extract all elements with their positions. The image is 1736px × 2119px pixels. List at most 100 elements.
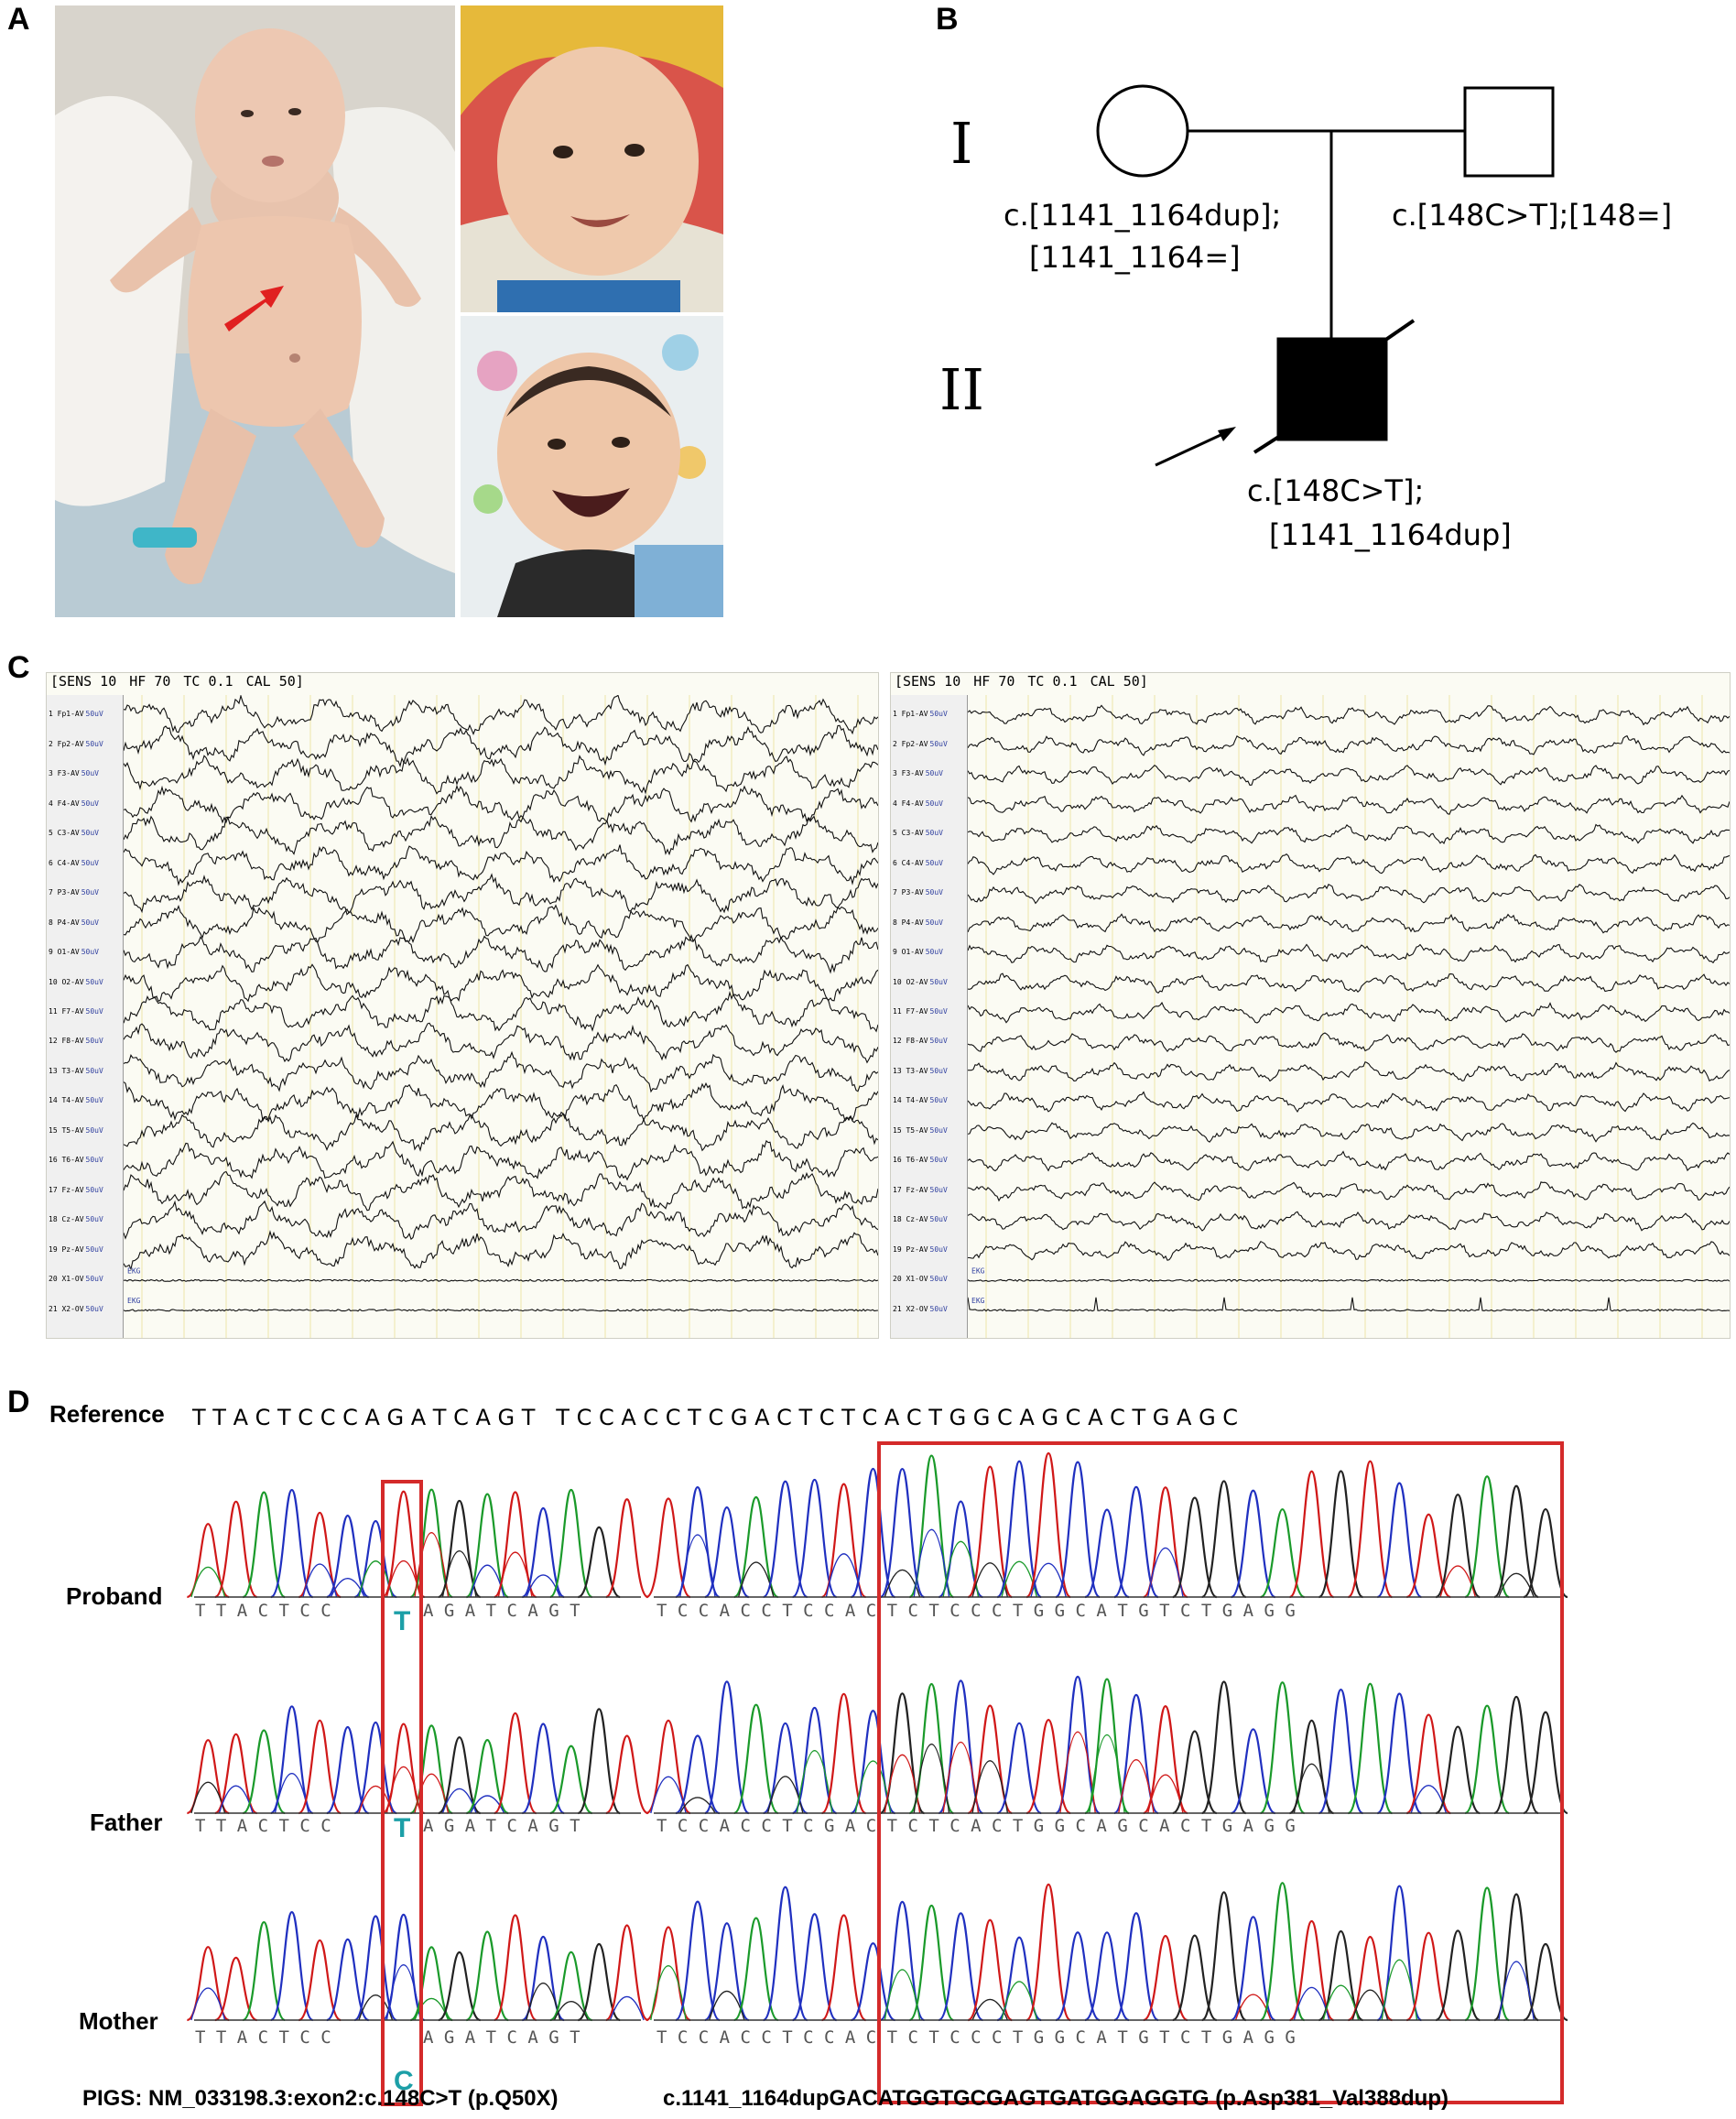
chromatogram-secondary-peak [414, 1773, 450, 1814]
eeg-traces: EKG EKG [124, 695, 878, 1338]
chromatogram-peak [1347, 1682, 1394, 1815]
deceased-slash-top [1383, 319, 1416, 342]
chromatogram-peak [1288, 1470, 1335, 1599]
eeg-trace [124, 1200, 878, 1241]
eeg-channel-label: 19 Pz-AV 50uV [49, 1244, 103, 1254]
chromatogram-peak [792, 1913, 838, 2022]
eeg-channel-label: 2 Fp2-AV 50uV [893, 739, 948, 748]
eeg-channel-label: 18 Cz-AV 50uV [49, 1215, 103, 1224]
chromatogram-peak [494, 1712, 537, 1815]
row-label-mother: Mother [79, 2007, 158, 2035]
eeg-channel-label: 11 F7-AV 50uV [893, 1007, 948, 1016]
eeg-trace [124, 1111, 878, 1152]
eeg-trace [968, 943, 1730, 964]
eeg-trace [968, 1240, 1730, 1261]
eeg-trace [968, 1278, 1730, 1283]
chromatogram-peak [382, 1490, 426, 1599]
eeg-channel-label: 5 C3-AV 50uV [893, 829, 943, 838]
chromatogram-peak [409, 1488, 453, 1599]
eeg-traces: EKG EKG [968, 695, 1730, 1338]
eeg-channel-label: 9 O1-AV 50uV [49, 948, 99, 957]
infant-face-photo-top [461, 5, 723, 312]
chromatogram-peak [675, 1734, 721, 1815]
chromatogram-peak [1113, 1485, 1159, 1599]
eeg-channel-label: 21 X2-OV 50uV [893, 1304, 948, 1313]
chromatogram-peak [1376, 1482, 1422, 1599]
eeg-channel-label: 10 O2-AV 50uV [893, 977, 948, 986]
chromatogram-secondary-peak [1234, 1994, 1272, 2021]
chromatogram-peak [270, 1911, 314, 2022]
chromatogram-peak [521, 1722, 565, 1815]
chromatogram-peak [326, 1725, 370, 1815]
eeg-trace [124, 963, 878, 1003]
chromatogram-peak [821, 1914, 867, 2022]
chromatogram-secondary-peak [1147, 1548, 1184, 1598]
chromatogram-secondary-peak [190, 1987, 226, 2021]
chromatogram-peak [549, 1488, 593, 1599]
chromatogram-peak [1318, 1688, 1364, 1815]
chromatogram-peak [1025, 1719, 1071, 1815]
eeg-trace [968, 1091, 1730, 1114]
eeg-trace [968, 1211, 1730, 1232]
chromatogram-secondary-peak [526, 1574, 561, 1598]
chromatogram-peak [1113, 1912, 1159, 2022]
ekg-label: EKG [127, 1266, 141, 1275]
row-label-proband: Proband [66, 1582, 163, 1610]
eeg-channel-label: 6 C4-AV 50uV [893, 858, 943, 867]
chromatogram-peak [326, 1515, 370, 1599]
chromatogram-peak [1231, 1728, 1276, 1815]
eeg-trace [968, 1032, 1730, 1053]
chromatogram-peak [549, 1951, 593, 2022]
generation-ii-label: II [939, 356, 984, 423]
caption-duplication: c.1141_1164dupGACATGGTGCGAGTGATGGAGGTG (… [663, 2086, 1448, 2111]
chromatogram-secondary-peak [470, 1795, 505, 1814]
eeg-trace [968, 734, 1730, 756]
chromatogram-peak [1172, 1496, 1218, 1599]
chromatogram-peak [1318, 1470, 1364, 1599]
chromatogram-peak [733, 1495, 779, 1599]
chromatogram-peak [879, 1467, 926, 1599]
eeg-trace [968, 973, 1730, 994]
chromatogram-peak [646, 1719, 691, 1815]
chromatogram-peak [438, 1736, 482, 1815]
chromatogram-peak [186, 1739, 230, 1815]
chromatogram-secondary-peak [553, 2001, 589, 2021]
chromatogram-secondary-peak [942, 1540, 980, 1598]
reference-label: Reference [49, 1400, 165, 1428]
reference-sequence: T T A C T C C C A G A T C A G T T C C A … [192, 1405, 1239, 1430]
panel-label-b: B [936, 2, 959, 37]
eeg-channel-label: 15 T5-AV 50uV [49, 1125, 103, 1135]
chromatogram-peak [1259, 1681, 1306, 1815]
eeg-trace [124, 934, 878, 974]
chromatogram-peak [298, 1719, 342, 1815]
eeg-trace [124, 990, 878, 1033]
eeg-trace [968, 1181, 1730, 1202]
chromatogram-peak [242, 1491, 286, 1599]
ekg-label: EKG [971, 1297, 985, 1305]
eeg-channel-label: 14 T4-AV 50uV [49, 1096, 103, 1105]
chromatogram-peak [704, 1506, 750, 1599]
chromatogram-peak [465, 1930, 509, 2022]
chromatogram-peak [1464, 1704, 1510, 1815]
chromatogram-peak [1289, 1919, 1335, 2022]
chromatogram-peak [242, 1729, 286, 1815]
eeg-channel-label: 11 F7-AV 50uV [49, 1007, 103, 1016]
ekg-label: EKG [127, 1297, 141, 1305]
infant-full-body-photo [55, 5, 455, 617]
eeg-trace [968, 1060, 1730, 1082]
eeg-trace [124, 724, 878, 768]
chromatogram-peak [605, 1498, 649, 1599]
chromatogram-secondary-peak [609, 1995, 645, 2021]
chromatogram-peak [1435, 1494, 1481, 1599]
panel-label-a: A [7, 2, 30, 37]
chromatogram-peak [1084, 1931, 1130, 2022]
mother-highlight-base: C [394, 2066, 414, 2096]
father-left-bases: T T A C T C C [195, 1816, 331, 1836]
chromatogram-peak [938, 1500, 983, 1599]
eeg-channel-label: 17 Fz-AV 50uV [49, 1185, 103, 1194]
caption-point-mutation: PIGS: NM_033198.3:exon2:c.148C>T (p.Q50X… [82, 2086, 559, 2111]
chromatogram-peak [996, 1460, 1042, 1599]
chromatogram-peak [494, 1914, 537, 2022]
eeg-trace [124, 904, 878, 943]
eeg-channel-label: 3 F3-AV 50uV [49, 769, 99, 778]
